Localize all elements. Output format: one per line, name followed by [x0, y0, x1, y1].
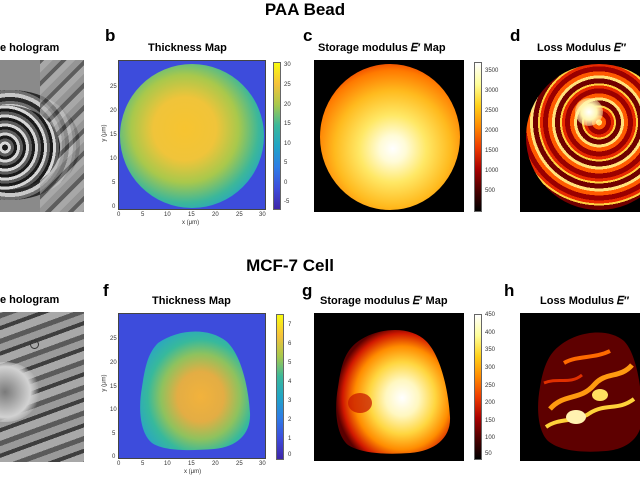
panel-f-cbar-tick: 7	[288, 322, 292, 328]
panel-f-cbar-tick: 6	[288, 341, 292, 347]
panel-g-cbar-tick: 350	[485, 347, 496, 353]
panel-g-cbar-tick: 300	[485, 365, 496, 371]
panel-e-title: e hologram	[0, 294, 60, 306]
panel-b-ytick: 5	[112, 180, 116, 186]
panel-g-cbar-tick: 50	[485, 451, 492, 457]
panel-f-colorbar	[276, 314, 284, 460]
panel-b-cbar-tick: 15	[284, 121, 291, 127]
panel-f-xtick: 10	[164, 461, 171, 467]
panel-b-cbar-tick: 30	[284, 62, 291, 68]
panel-a-hologram-image	[0, 60, 84, 212]
panel-c-letter: c	[303, 26, 313, 45]
panel-f-ytick: 5	[112, 431, 116, 437]
panel-f-ytick: 20	[110, 360, 117, 366]
panel-b-xtick: 0	[117, 212, 121, 218]
panel-g-storage-modulus-map	[314, 313, 464, 461]
panel-a-title: e hologram	[0, 42, 60, 54]
panel-h-letter: h	[504, 281, 515, 300]
section-title-mcf7-cell: MCF-7 Cell	[246, 256, 334, 275]
panel-g-cell-shape	[336, 329, 451, 454]
panel-b-ytick: 10	[110, 156, 117, 162]
panel-f-ylabel: y (μm)	[101, 374, 108, 392]
panel-f-xtick: 20	[212, 461, 219, 467]
section-title-paa-bead: PAA Bead	[264, 0, 346, 19]
panel-f-xtick: 5	[141, 461, 145, 467]
panel-h-cell-shape	[538, 332, 640, 452]
panel-b-ytick: 20	[110, 108, 117, 114]
panel-c-cbar-tick: 500	[485, 188, 496, 194]
panel-f-cell-shape	[140, 331, 251, 451]
panel-g-cbar-tick: 100	[485, 435, 496, 441]
panel-g-letter: g	[302, 281, 313, 300]
panel-f-ytick: 10	[110, 407, 117, 413]
panel-b-xtick: 20	[212, 212, 219, 218]
panel-f-cbar-tick: 3	[288, 398, 292, 404]
panel-b-xtick: 25	[236, 212, 243, 218]
panel-f-xtick: 15	[188, 461, 195, 467]
panel-b-xlabel: x (μm)	[182, 220, 200, 226]
panel-f-xlabel: x (μm)	[184, 469, 202, 475]
panel-g-cbar-tick: 200	[485, 400, 496, 406]
panel-c-cbar-tick: 2000	[485, 128, 499, 134]
panel-f-ytick: 15	[110, 384, 117, 390]
panel-b-cbar-tick: 0	[284, 180, 288, 186]
panel-c-colorbar	[474, 62, 482, 212]
panel-c-title: Storage modulus 𝐸′ Map	[318, 42, 446, 54]
panel-c-cbar-tick: 1000	[485, 168, 499, 174]
panel-f-axes-frame	[118, 313, 266, 459]
panel-d-title: Loss Modulus 𝐸′′	[537, 42, 627, 54]
panel-f-ytick: 25	[110, 336, 117, 342]
panel-c-cbar-tick: 2500	[485, 108, 499, 114]
panel-g-cbar-tick: 150	[485, 418, 496, 424]
panel-f-thickness-map	[118, 313, 266, 459]
panel-h-title: Loss Modulus 𝐸′′	[540, 295, 630, 307]
panel-f-cbar-tick: 5	[288, 360, 292, 366]
panel-f-cbar-tick: 2	[288, 417, 292, 423]
panel-c-cbar-tick: 3000	[485, 88, 499, 94]
panel-b-cbar-tick: 10	[284, 141, 291, 147]
panel-b-ytick: 0	[112, 204, 116, 210]
panel-c-storage-modulus-map	[314, 60, 464, 212]
panel-f-cbar-tick: 4	[288, 379, 292, 385]
panel-g-title: Storage modulus 𝐸′ Map	[320, 295, 448, 307]
panel-f-ytick: 0	[112, 454, 116, 460]
panel-b-xtick: 30	[259, 212, 266, 218]
panel-b-axes-frame	[118, 60, 266, 210]
panel-b-xtick: 15	[188, 212, 195, 218]
panel-g-cbar-tick: 450	[485, 312, 496, 318]
panel-b-letter: b	[105, 26, 116, 45]
panel-b-ytick: 25	[110, 84, 117, 90]
panel-b-cbar-tick: -5	[284, 199, 290, 205]
panel-f-xtick: 30	[259, 461, 266, 467]
panel-b-ytick: 15	[110, 132, 117, 138]
panel-c-cbar-tick: 1500	[485, 148, 499, 154]
panel-f-cbar-tick: 0	[288, 452, 292, 458]
panel-e-particle-marker	[30, 340, 39, 349]
panel-h-loss-modulus-map	[520, 313, 640, 461]
panel-b-xtick: 10	[164, 212, 171, 218]
panel-f-title: Thickness Map	[152, 295, 231, 307]
panel-g-cbar-tick: 400	[485, 330, 496, 336]
panel-f-cbar-tick: 1	[288, 436, 292, 442]
panel-b-cbar-tick: 5	[284, 160, 288, 166]
panel-f-xtick: 25	[236, 461, 243, 467]
panel-f-xtick: 0	[117, 461, 121, 467]
panel-b-cbar-tick: 25	[284, 82, 291, 88]
panel-e-hologram-image	[0, 312, 84, 462]
panel-g-colorbar	[474, 314, 482, 460]
panel-b-ylabel: y (μm)	[101, 124, 108, 142]
panel-d-letter: d	[510, 26, 521, 45]
panel-f-letter: f	[103, 281, 109, 300]
panel-b-thickness-map	[118, 60, 266, 210]
panel-c-cbar-tick: 3500	[485, 68, 499, 74]
panel-b-cbar-tick: 20	[284, 102, 291, 108]
panel-d-loss-modulus-map	[520, 60, 640, 212]
panel-g-cbar-tick: 250	[485, 383, 496, 389]
panel-b-xtick: 5	[141, 212, 145, 218]
panel-b-title: Thickness Map	[148, 42, 227, 54]
panel-b-colorbar	[273, 62, 281, 210]
